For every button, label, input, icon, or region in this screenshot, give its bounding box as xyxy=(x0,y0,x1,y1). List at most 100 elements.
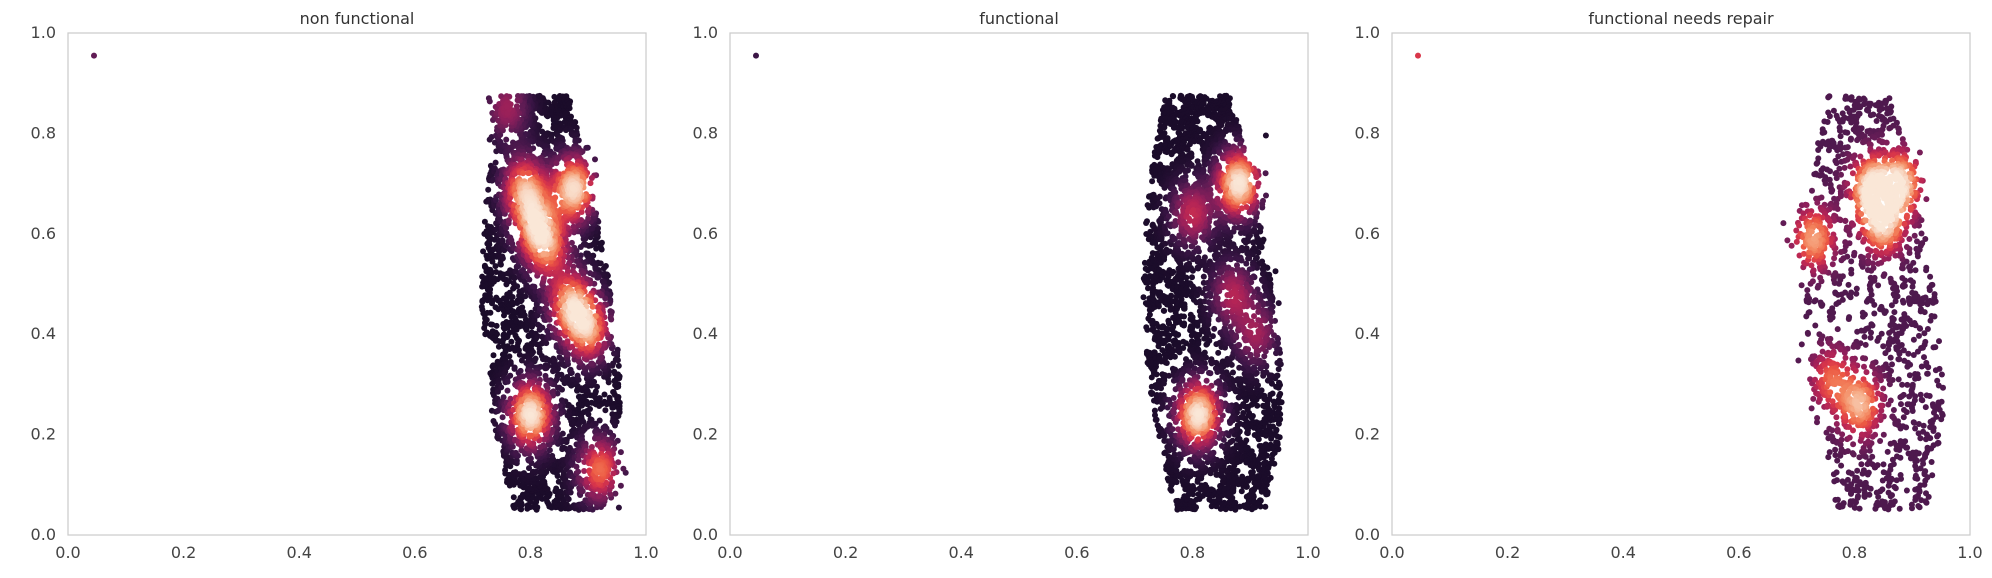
scatter-point xyxy=(570,223,577,230)
scatter-point xyxy=(575,262,582,269)
scatter-point xyxy=(587,180,594,187)
scatter-point xyxy=(508,237,515,244)
scatter-point xyxy=(573,124,580,131)
scatter-point xyxy=(520,373,527,380)
scatter-point xyxy=(535,218,542,225)
scatter-point xyxy=(540,250,547,257)
scatter-point xyxy=(507,360,514,367)
scatter-point xyxy=(576,302,583,309)
scatter-point xyxy=(557,488,564,495)
scatter-point xyxy=(1243,493,1250,500)
scatter-point xyxy=(1248,469,1255,476)
scatter-point xyxy=(1140,294,1147,301)
scatter-point xyxy=(506,353,513,360)
scatter-point xyxy=(540,225,547,232)
scatter-point xyxy=(575,457,582,464)
scatter-point xyxy=(480,248,487,255)
scatter-point xyxy=(512,469,519,476)
scatter-point xyxy=(569,185,576,192)
scatter-point xyxy=(563,127,569,134)
scatter-point xyxy=(519,304,526,311)
scatter-point xyxy=(506,289,513,296)
scatter-point xyxy=(504,334,511,340)
scatter-point xyxy=(539,128,546,135)
scatter-point xyxy=(509,294,516,300)
scatter-point xyxy=(512,449,519,456)
scatter-point xyxy=(615,504,622,511)
scatter-point xyxy=(592,156,598,163)
scatter-point xyxy=(611,377,618,384)
scatter-point xyxy=(548,104,555,111)
scatter-point xyxy=(520,170,526,177)
scatter-point xyxy=(503,136,510,143)
panel-title: non functional xyxy=(300,9,415,28)
scatter-point xyxy=(527,411,534,418)
y-tick-labels: 0.00.20.40.60.81.0 xyxy=(31,23,56,544)
scatter-point xyxy=(504,103,510,110)
y-tick-label: 0.8 xyxy=(31,123,56,142)
scatter-point xyxy=(525,170,532,177)
scatter-point xyxy=(553,160,560,167)
scatter-point xyxy=(1269,451,1276,458)
scatter-point xyxy=(499,338,506,345)
scatter-point xyxy=(575,468,582,475)
scatter-point xyxy=(615,459,622,466)
scatter-point xyxy=(481,218,488,225)
scatter-point xyxy=(596,492,603,499)
scatter-point xyxy=(514,97,521,104)
scatter-point xyxy=(515,347,522,354)
scatter-point xyxy=(594,383,600,390)
scatter-point xyxy=(589,303,596,310)
scatter-point xyxy=(504,387,511,394)
scatter-point xyxy=(501,312,507,319)
scatter-point xyxy=(508,338,515,345)
points-layer xyxy=(753,52,1285,513)
scatter-point xyxy=(588,175,595,181)
scatter-point xyxy=(530,468,537,475)
scatter-point xyxy=(498,384,505,391)
scatter-point xyxy=(485,186,492,193)
panel-title: functional xyxy=(979,9,1059,28)
outlier-point xyxy=(91,52,97,59)
scatter-point xyxy=(481,325,488,331)
scatter-point xyxy=(530,214,537,221)
scatter-point xyxy=(567,366,574,373)
scatter-point xyxy=(1175,497,1182,504)
scatter-point xyxy=(579,488,586,495)
x-tick-label: 0.6 xyxy=(402,543,427,562)
y-tick-label: 1.0 xyxy=(31,23,56,42)
x-tick-label: 1.0 xyxy=(633,543,658,562)
scatter-point xyxy=(487,286,494,293)
scatter-point xyxy=(514,283,521,290)
x-tick-label: 0.8 xyxy=(518,543,543,562)
scatter-point xyxy=(1248,487,1255,494)
scatter-point xyxy=(536,140,542,147)
scatter-point xyxy=(551,357,558,364)
scatter-point xyxy=(601,391,608,398)
scatter-point xyxy=(596,466,603,473)
y-tick-label: 0.2 xyxy=(31,425,56,444)
scatter-point xyxy=(492,263,499,270)
scatter-point xyxy=(609,404,616,411)
scatter-point xyxy=(603,401,610,408)
scatter-point xyxy=(550,368,556,375)
scatter-point xyxy=(600,265,607,272)
scatter-point xyxy=(580,308,587,315)
scatter-point xyxy=(510,494,517,501)
y-tick-label: 0.6 xyxy=(31,224,56,243)
scatter-point xyxy=(504,378,511,385)
scatter-point xyxy=(575,393,582,400)
scatter-point xyxy=(565,496,572,503)
scatter-point xyxy=(615,362,622,369)
x-tick-label: 0.0 xyxy=(55,543,80,562)
scatter-point xyxy=(592,388,599,395)
scatter-point xyxy=(575,421,582,428)
scatter-point xyxy=(592,265,599,272)
panel-non-functional: non functional 0.0 0.2 0.4 0.6 0.8 1.0 0.00.2… xyxy=(31,9,659,562)
scatter-point xyxy=(539,324,546,331)
points-layer xyxy=(91,52,629,513)
scatter-point xyxy=(553,485,560,492)
scatter-point xyxy=(588,360,595,367)
scatter-point xyxy=(478,303,485,310)
